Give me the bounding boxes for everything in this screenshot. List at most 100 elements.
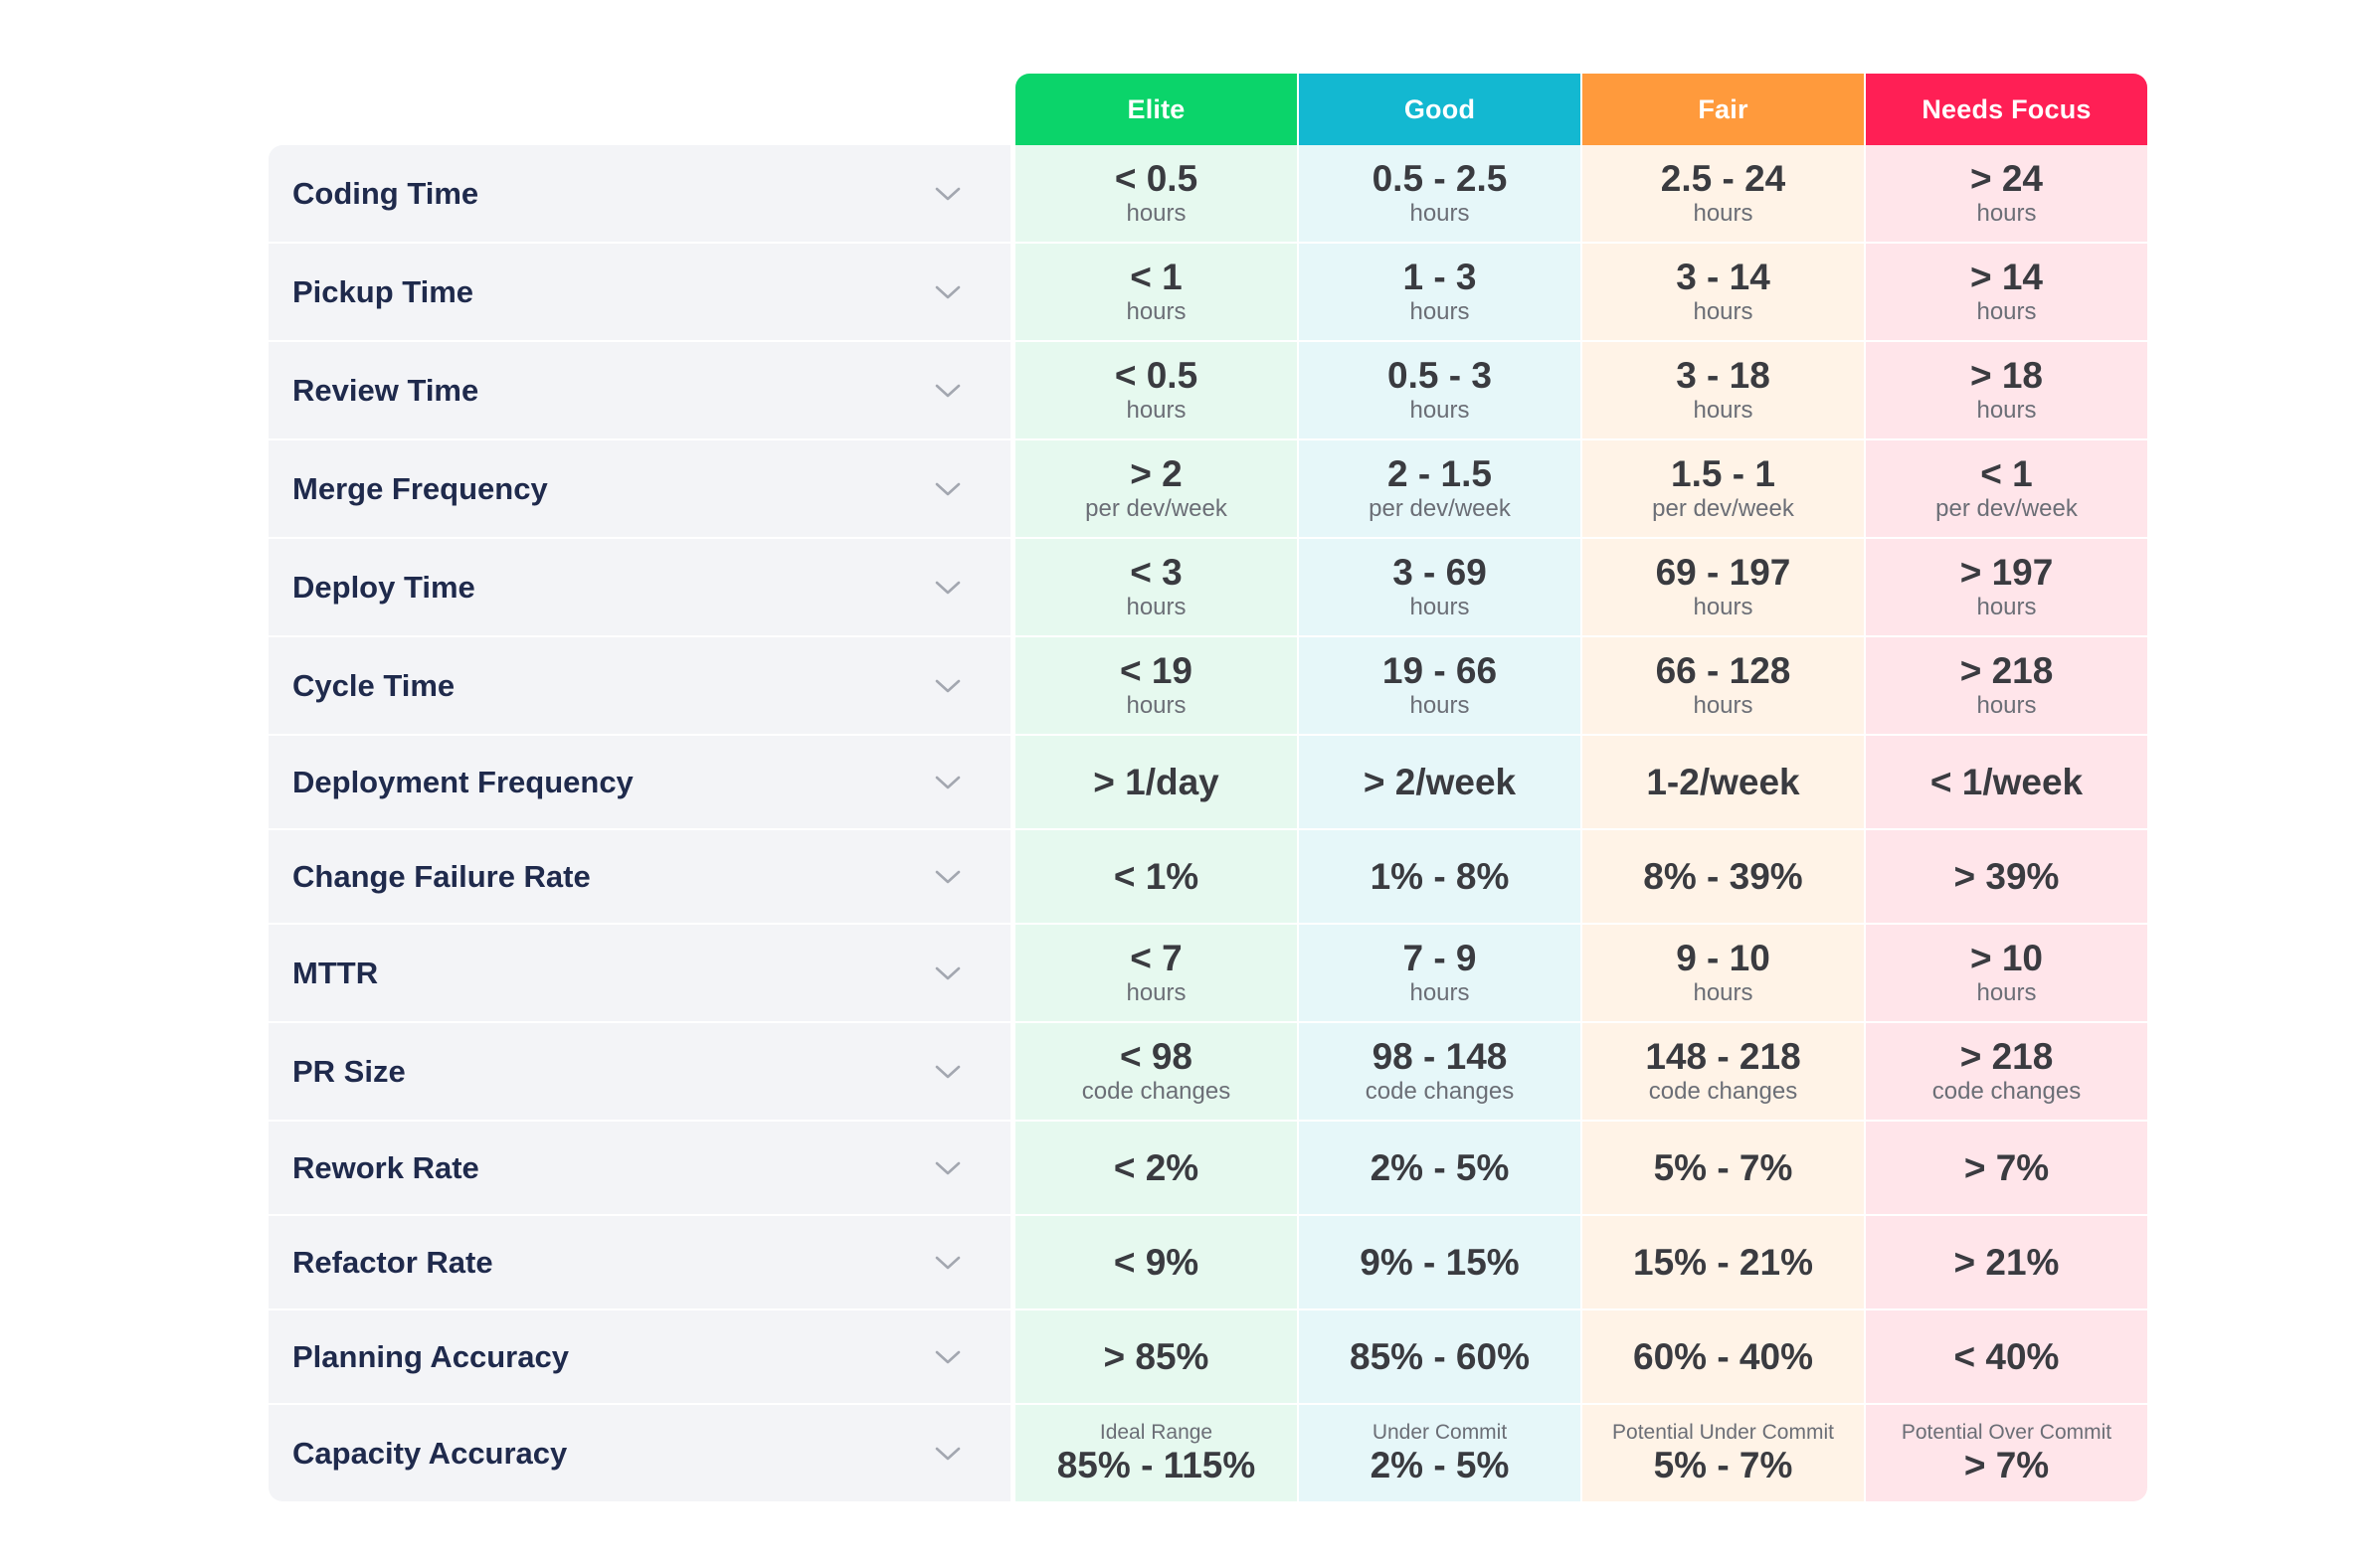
range-value: > 1/day bbox=[1093, 761, 1219, 802]
metric-row-toggle-cycle-time[interactable]: Cycle Time bbox=[269, 637, 1010, 734]
value-cell-elite: Ideal Range 85% - 115% bbox=[1015, 1405, 1297, 1501]
metric-label: Deploy Time bbox=[292, 569, 475, 605]
tier-header-row: Elite Good Fair Needs Focus bbox=[269, 74, 2147, 145]
metric-row-toggle-review-time[interactable]: Review Time bbox=[269, 342, 1010, 438]
table-row: Planning Accuracy > 85% 85% - 60% 60% - 40%… bbox=[269, 1310, 2147, 1403]
range-value: < 2% bbox=[1113, 1146, 1199, 1188]
table-row: MTTR < 7 hours 7 - 9 hours 9 - 10 hours > 10 hou… bbox=[269, 925, 2147, 1021]
metric-row-toggle-coding-time[interactable]: Coding Time bbox=[269, 145, 1010, 242]
metric-label: Cycle Time bbox=[292, 667, 456, 703]
range-value: 1 - 3 bbox=[1402, 256, 1477, 297]
value-cell-needs-focus: > 39% bbox=[1866, 830, 2147, 923]
range-unit: hours bbox=[1693, 593, 1753, 620]
metric-label: Pickup Time bbox=[292, 273, 474, 309]
benchmarks-table: Elite Good Fair Needs Focus Coding Time <… bbox=[269, 74, 2147, 1501]
value-cell-needs-focus: > 218 hours bbox=[1866, 637, 2147, 734]
chevron-down-icon[interactable] bbox=[935, 1064, 961, 1080]
metric-row-toggle-change-failure-rate[interactable]: Change Failure Rate bbox=[269, 830, 1010, 923]
metric-row-toggle-mttr[interactable]: MTTR bbox=[269, 925, 1010, 1021]
range-unit: per dev/week bbox=[1652, 494, 1794, 522]
header-spacer bbox=[269, 74, 1015, 145]
metric-label: PR Size bbox=[292, 1053, 406, 1089]
value-cell-needs-focus: < 1 per dev/week bbox=[1866, 440, 2147, 537]
range-value: 9% - 15% bbox=[1360, 1241, 1520, 1283]
chevron-down-icon[interactable] bbox=[935, 1446, 961, 1462]
metric-row-toggle-pickup-time[interactable]: Pickup Time bbox=[269, 244, 1010, 340]
metric-row-toggle-rework-rate[interactable]: Rework Rate bbox=[269, 1122, 1010, 1214]
range-unit: hours bbox=[1409, 297, 1470, 325]
table-row: Deploy Time < 3 hours 3 - 69 hours 69 - 197 ho… bbox=[269, 539, 2147, 635]
chevron-down-icon[interactable] bbox=[935, 775, 961, 790]
value-cell-needs-focus: > 18 hours bbox=[1866, 342, 2147, 438]
value-cell-good: 0.5 - 2.5 hours bbox=[1299, 145, 1580, 242]
chevron-down-icon[interactable] bbox=[935, 383, 961, 399]
value-cell-good: 85% - 60% bbox=[1299, 1310, 1580, 1403]
value-cell-good: > 2/week bbox=[1299, 736, 1580, 828]
chevron-down-icon[interactable] bbox=[935, 1349, 961, 1365]
range-unit: hours bbox=[1126, 978, 1187, 1006]
table-row: Coding Time < 0.5 hours 0.5 - 2.5 hours 2.5 -… bbox=[269, 145, 2147, 242]
value-cell-fair: 3 - 14 hours bbox=[1582, 244, 1864, 340]
table-row: PR Size < 98 code changes 98 - 148 code chan… bbox=[269, 1023, 2147, 1120]
range-unit: hours bbox=[1693, 199, 1753, 227]
table-row: Change Failure Rate < 1% 1% - 8% 8% - 39% > … bbox=[269, 830, 2147, 923]
range-value: 69 - 197 bbox=[1655, 551, 1791, 593]
range-value: < 0.5 bbox=[1114, 354, 1198, 396]
metric-row-toggle-deployment-frequency[interactable]: Deployment Frequency bbox=[269, 736, 1010, 828]
range-value: > 39% bbox=[1953, 855, 2060, 897]
range-value: > 197 bbox=[1959, 551, 2054, 593]
value-cell-fair: 3 - 18 hours bbox=[1582, 342, 1864, 438]
chevron-down-icon[interactable] bbox=[935, 284, 961, 300]
value-cell-fair: 66 - 128 hours bbox=[1582, 637, 1864, 734]
range-value: < 98 bbox=[1119, 1035, 1193, 1077]
range-value: 3 - 69 bbox=[1392, 551, 1487, 593]
range-value: 2% - 5% bbox=[1370, 1146, 1510, 1188]
value-cell-fair: 2.5 - 24 hours bbox=[1582, 145, 1864, 242]
range-value: < 0.5 bbox=[1114, 157, 1198, 199]
value-cell-fair: 1.5 - 1 per dev/week bbox=[1582, 440, 1864, 537]
value-cell-fair: 148 - 218 code changes bbox=[1582, 1023, 1864, 1120]
chevron-down-icon[interactable] bbox=[935, 965, 961, 981]
chevron-down-icon[interactable] bbox=[935, 678, 961, 694]
range-value: 85% - 60% bbox=[1350, 1335, 1530, 1377]
value-cell-elite: > 1/day bbox=[1015, 736, 1297, 828]
metric-label: Capacity Accuracy bbox=[292, 1435, 568, 1471]
range-unit: per dev/week bbox=[1369, 494, 1511, 522]
value-cell-fair: Potential Under Commit 5% - 7% bbox=[1582, 1405, 1864, 1501]
range-value: 1% - 8% bbox=[1370, 855, 1510, 897]
range-value: < 7 bbox=[1130, 937, 1183, 978]
value-cell-elite: < 98 code changes bbox=[1015, 1023, 1297, 1120]
chevron-down-icon[interactable] bbox=[935, 481, 961, 497]
table-row: Review Time < 0.5 hours 0.5 - 3 hours 3 - 18 h… bbox=[269, 342, 2147, 438]
range-value: < 1 bbox=[1980, 452, 2033, 494]
chevron-down-icon[interactable] bbox=[935, 869, 961, 885]
range-unit: hours bbox=[1126, 199, 1187, 227]
range-unit: hours bbox=[1126, 297, 1187, 325]
range-unit: hours bbox=[1976, 396, 2037, 424]
range-value: 2% - 5% bbox=[1370, 1444, 1510, 1485]
range-unit: hours bbox=[1409, 978, 1470, 1006]
chevron-down-icon[interactable] bbox=[935, 1255, 961, 1271]
range-unit: hours bbox=[1126, 593, 1187, 620]
metric-label: Deployment Frequency bbox=[292, 764, 634, 799]
metric-row-toggle-capacity-accuracy[interactable]: Capacity Accuracy bbox=[269, 1405, 1010, 1501]
chevron-down-icon[interactable] bbox=[935, 580, 961, 596]
metric-label: Merge Frequency bbox=[292, 470, 548, 506]
range-unit: hours bbox=[1409, 691, 1470, 719]
value-cell-elite: < 9% bbox=[1015, 1216, 1297, 1308]
range-value: 5% - 7% bbox=[1653, 1146, 1793, 1188]
chevron-down-icon[interactable] bbox=[935, 1160, 961, 1176]
metric-row-toggle-deploy-time[interactable]: Deploy Time bbox=[269, 539, 1010, 635]
range-value: > 10 bbox=[1969, 937, 2044, 978]
value-cell-good: 0.5 - 3 hours bbox=[1299, 342, 1580, 438]
metric-row-toggle-refactor-rate[interactable]: Refactor Rate bbox=[269, 1216, 1010, 1308]
metric-row-toggle-planning-accuracy[interactable]: Planning Accuracy bbox=[269, 1310, 1010, 1403]
metric-row-toggle-merge-frequency[interactable]: Merge Frequency bbox=[269, 440, 1010, 537]
range-note: Ideal Range bbox=[1099, 1420, 1213, 1444]
metric-label: Coding Time bbox=[292, 175, 479, 211]
metric-row-toggle-pr-size[interactable]: PR Size bbox=[269, 1023, 1010, 1120]
range-unit: code changes bbox=[1931, 1077, 2082, 1105]
metric-label: Rework Rate bbox=[292, 1149, 479, 1185]
value-cell-good: 1 - 3 hours bbox=[1299, 244, 1580, 340]
chevron-down-icon[interactable] bbox=[935, 186, 961, 202]
